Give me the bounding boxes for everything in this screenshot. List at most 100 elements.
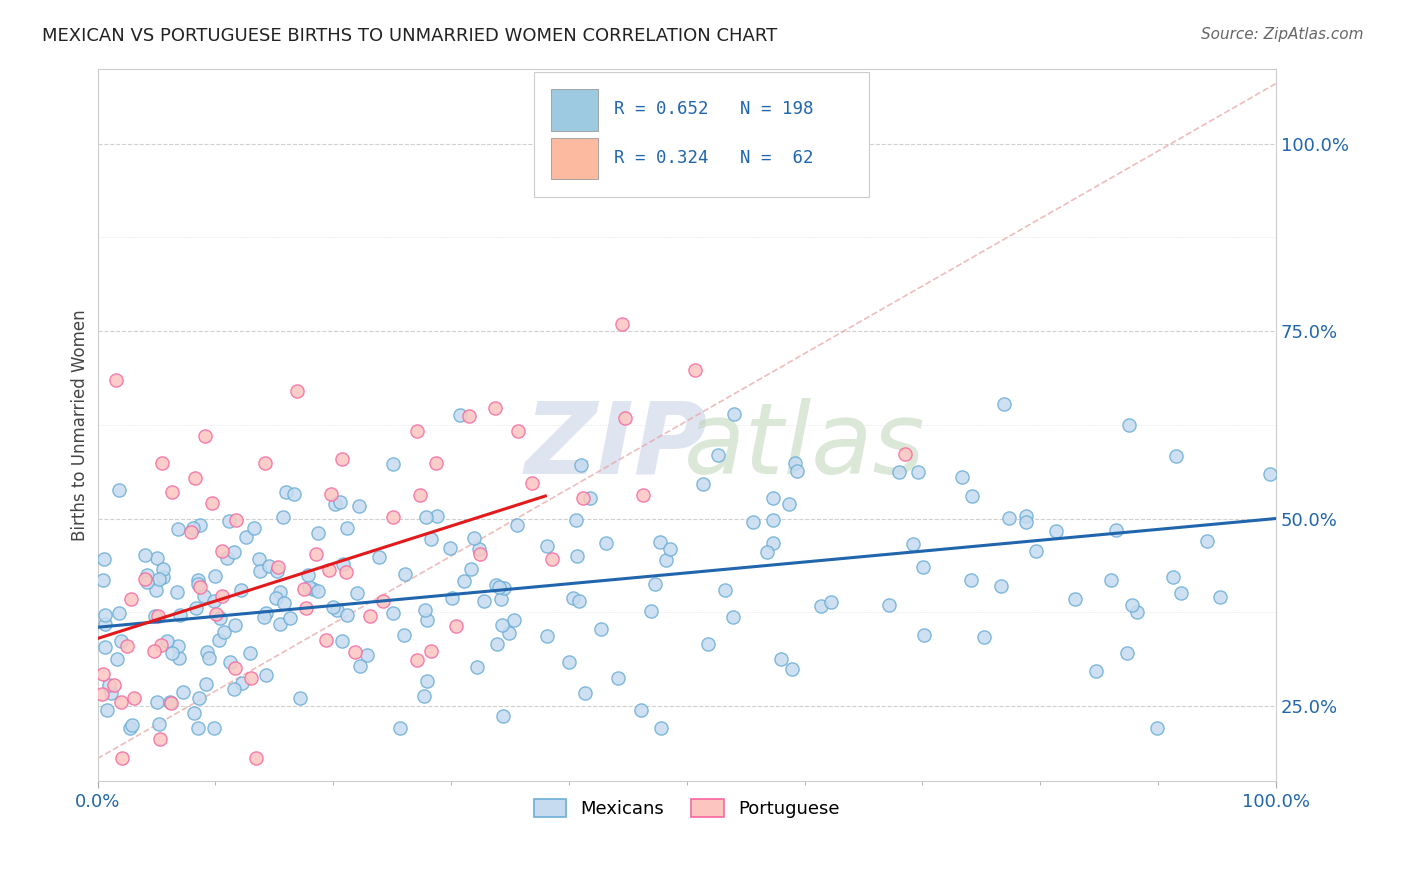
Point xyxy=(91,687,114,701)
Point xyxy=(492,581,515,595)
Point xyxy=(412,690,434,704)
Point xyxy=(723,407,745,421)
Point xyxy=(145,583,167,598)
Point xyxy=(467,541,489,556)
Point xyxy=(685,363,707,377)
Point xyxy=(115,639,138,653)
Point xyxy=(894,447,917,461)
Point xyxy=(488,580,510,594)
Point xyxy=(1015,516,1038,530)
Point xyxy=(901,537,924,551)
Point xyxy=(394,566,416,581)
Point xyxy=(148,717,170,731)
Point xyxy=(425,457,447,471)
Point xyxy=(225,512,247,526)
Point xyxy=(188,518,211,533)
Point xyxy=(692,477,714,491)
Point xyxy=(204,569,226,583)
Point xyxy=(503,613,526,627)
Point xyxy=(1209,591,1232,605)
Point xyxy=(143,609,166,624)
Point xyxy=(160,646,183,660)
Point xyxy=(235,529,257,543)
Point xyxy=(721,609,744,624)
Point xyxy=(149,731,172,746)
Point xyxy=(565,549,588,564)
Point xyxy=(305,547,328,561)
Point xyxy=(1258,467,1281,482)
Point xyxy=(94,607,117,622)
Point xyxy=(245,750,267,764)
Point xyxy=(249,564,271,578)
Point xyxy=(229,582,252,597)
Point xyxy=(96,703,118,717)
Point xyxy=(160,696,183,710)
Point xyxy=(267,560,290,574)
Point xyxy=(486,637,509,651)
Point xyxy=(492,709,515,723)
FancyBboxPatch shape xyxy=(533,72,869,197)
Point xyxy=(1085,665,1108,679)
Point xyxy=(491,592,513,607)
Point xyxy=(93,616,115,631)
Point xyxy=(329,495,352,509)
Point xyxy=(371,593,394,607)
Point xyxy=(167,651,190,665)
Point xyxy=(416,613,439,627)
Point xyxy=(297,567,319,582)
Point xyxy=(273,510,295,524)
Point xyxy=(877,598,900,612)
Point xyxy=(242,520,264,534)
Point xyxy=(194,429,217,443)
Point xyxy=(714,583,737,598)
Text: ZIP: ZIP xyxy=(524,398,707,495)
Text: MEXICAN VS PORTUGUESE BIRTHS TO UNMARRIED WOMEN CORRELATION CHART: MEXICAN VS PORTUGUESE BIRTHS TO UNMARRIE… xyxy=(42,27,778,45)
Point xyxy=(415,674,437,689)
Point xyxy=(761,536,783,550)
Point xyxy=(156,634,179,648)
Point xyxy=(239,646,262,660)
Point xyxy=(247,552,270,566)
Point xyxy=(110,634,132,648)
Point xyxy=(474,594,496,608)
Point xyxy=(264,591,287,605)
Point xyxy=(780,662,803,676)
Point xyxy=(273,596,295,610)
Point xyxy=(219,656,242,670)
Point xyxy=(810,599,832,613)
Point xyxy=(762,491,785,506)
Point xyxy=(120,592,142,607)
Point xyxy=(253,610,276,624)
Point xyxy=(561,591,583,606)
Point xyxy=(413,603,436,617)
Point xyxy=(990,579,1012,593)
Point xyxy=(91,573,114,587)
Point xyxy=(468,547,491,561)
Point xyxy=(465,660,488,674)
Point xyxy=(274,485,297,500)
Point xyxy=(202,722,225,736)
Point xyxy=(406,424,429,438)
Point xyxy=(778,497,800,511)
Point xyxy=(326,603,349,617)
Point xyxy=(166,640,188,654)
Point xyxy=(146,551,169,566)
Point xyxy=(506,517,529,532)
Point xyxy=(973,630,995,644)
Point xyxy=(381,458,404,472)
Point xyxy=(160,485,183,500)
Point xyxy=(187,577,209,591)
Point xyxy=(104,373,127,387)
Point xyxy=(785,456,807,470)
Point xyxy=(330,451,353,466)
Point xyxy=(148,572,170,586)
Point xyxy=(460,562,482,576)
Point xyxy=(169,608,191,623)
Point xyxy=(960,574,983,588)
Point xyxy=(211,589,233,603)
Point xyxy=(231,676,253,690)
Point xyxy=(907,465,929,479)
Point xyxy=(1105,523,1128,537)
Point xyxy=(613,410,636,425)
Point xyxy=(107,606,129,620)
